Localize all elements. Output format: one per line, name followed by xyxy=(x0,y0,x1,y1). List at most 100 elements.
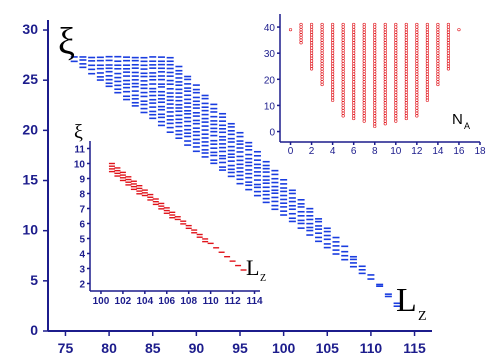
inset-tr-data-point xyxy=(383,114,387,118)
inset-tr-data-point xyxy=(394,41,398,45)
inset-tr-data-point xyxy=(394,77,398,81)
inset-tr-data-point xyxy=(331,82,335,87)
inset-tr-data-point xyxy=(383,103,387,108)
inset-tr-data-point xyxy=(341,114,345,118)
inset-tr-data-point xyxy=(446,43,451,47)
inset-ll-y-axis-label: ξ xyxy=(74,121,83,143)
inset-tr-data-point xyxy=(415,22,419,27)
main-y-tick-label: 5 xyxy=(30,272,38,288)
inset-tr-data-point xyxy=(352,69,356,74)
inset-tr-data-point xyxy=(415,43,419,47)
inset-tr-data-point xyxy=(394,46,398,50)
inset-tr-data-point xyxy=(394,75,398,79)
inset-tr-data-point xyxy=(373,62,377,66)
inset-tr-data-point xyxy=(436,48,440,53)
inset-tr-x-tick-label: 4 xyxy=(330,146,336,157)
inset-tr-data-point xyxy=(383,101,387,105)
inset-tr-data-point xyxy=(394,88,398,92)
inset-tr-data-point xyxy=(341,109,345,113)
inset-tr-data-point xyxy=(383,48,387,53)
inset-tr-x-tick-label: 12 xyxy=(411,146,423,157)
inset-tr-data-point xyxy=(436,82,440,87)
inset-tr-data-point xyxy=(352,77,356,81)
inset-tr-data-point xyxy=(446,38,451,42)
inset-tr-data-point xyxy=(362,48,366,53)
inset-tr-data-point xyxy=(383,109,387,113)
inset-tr-data-point xyxy=(383,25,387,29)
inset-tr-data-point xyxy=(331,67,335,71)
inset-tr-data-point xyxy=(436,75,440,79)
inset-tr-data-point xyxy=(373,114,377,118)
inset-tr-data-point xyxy=(446,46,451,50)
inset-tr-data-point xyxy=(446,33,451,37)
inset-tr-data-point xyxy=(415,93,419,97)
inset-tr-data-point xyxy=(446,41,451,45)
main-y-tick-label: 25 xyxy=(22,71,38,87)
inset-tr-data-point xyxy=(383,43,387,47)
inset-tr-data-point xyxy=(373,38,377,42)
inset-tr-data-point xyxy=(394,116,398,121)
inset-tr-data-point xyxy=(394,56,398,61)
inset-ll-x-tick-label: 104 xyxy=(136,296,153,307)
inset-tr-data-point xyxy=(331,93,335,97)
inset-tr-data-point xyxy=(362,90,366,94)
inset-ll-y-tick-label: 7 xyxy=(79,205,85,216)
inset-tr-data-point xyxy=(404,114,408,118)
inset-tr-data-point xyxy=(341,30,345,34)
inset-tr-data-point xyxy=(309,64,314,68)
inset-tr-data-point xyxy=(415,82,419,87)
inset-tr-data-point xyxy=(436,59,440,63)
inset-tr-data-point xyxy=(394,28,398,32)
inset-tr-data-point xyxy=(394,35,398,40)
inset-tr-data-point xyxy=(320,30,324,34)
inset-tr-data-point xyxy=(320,41,324,45)
main-x-tick-label: 110 xyxy=(360,340,383,356)
inset-tr-data-point xyxy=(331,51,335,55)
inset-tr-data-point xyxy=(415,109,419,113)
inset-tr-data-point xyxy=(352,80,356,84)
inset-tr-data-point xyxy=(404,98,408,102)
inset-tr-data-point xyxy=(309,35,314,40)
inset-tr-data-point xyxy=(373,95,377,100)
inset-tr-data-point xyxy=(425,88,429,92)
inset-tr-data-point xyxy=(383,62,387,66)
inset-tr-data-point xyxy=(425,33,429,37)
inset-tr-data-point xyxy=(362,109,366,113)
inset-tr-data-point xyxy=(373,85,377,89)
inset-tr-data-point xyxy=(352,28,356,32)
inset-tr-data-point xyxy=(373,43,377,47)
inset-tr-data-point xyxy=(352,41,356,45)
inset-tr-data-point xyxy=(362,54,366,58)
inset-tr-data-point xyxy=(341,35,345,40)
inset-tr-data-point xyxy=(415,114,419,118)
inset-ll-y-tick-label: 5 xyxy=(79,235,85,246)
inset-tr-data-point xyxy=(394,90,398,94)
inset-ll-x-axis-label: L xyxy=(246,255,259,280)
inset-tr-data-point xyxy=(383,111,387,115)
inset-tr-data-point xyxy=(352,67,356,71)
inset-ll-x-tick-label: 102 xyxy=(115,296,132,307)
inset-tr-data-point xyxy=(362,33,366,37)
inset-tr-data-point xyxy=(425,93,429,97)
inset-tr-data-point xyxy=(352,103,356,108)
main-x-tick-label: 80 xyxy=(101,340,117,356)
inset-tr-data-point xyxy=(320,72,324,76)
inset-tr-data-point xyxy=(383,90,387,94)
inset-tr-data-point xyxy=(341,93,345,97)
inset-tr-data-point xyxy=(394,48,398,53)
inset-tr-data-point xyxy=(341,85,345,89)
inset-tr-data-point xyxy=(341,56,345,61)
inset-tr-data-point xyxy=(415,38,419,42)
inset-tr-data-point xyxy=(425,98,429,102)
inset-tr-data-point xyxy=(373,41,377,45)
inset-tr-data-point xyxy=(362,25,366,29)
inset-tr-data-point xyxy=(320,35,324,40)
inset-tr-data-point xyxy=(404,48,408,53)
inset-tr-data-point xyxy=(320,25,324,29)
inset-tr-data-point xyxy=(404,28,408,32)
inset-tr-data-point xyxy=(352,109,356,113)
inset-tr-x-tick-label: 0 xyxy=(288,146,294,157)
inset-tr-data-point xyxy=(425,72,429,76)
inset-tr-data-point xyxy=(383,38,387,42)
